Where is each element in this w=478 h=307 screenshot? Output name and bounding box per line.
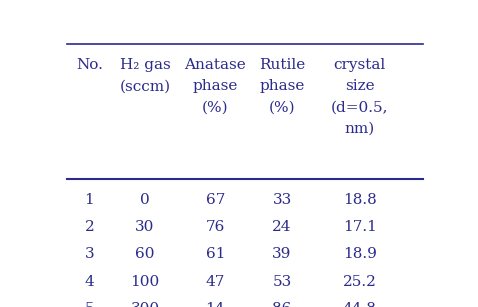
Text: crystal: crystal: [334, 58, 386, 72]
Text: 24: 24: [272, 220, 292, 234]
Text: 30: 30: [135, 220, 155, 234]
Text: (sccm): (sccm): [120, 80, 171, 94]
Text: 2: 2: [85, 220, 94, 234]
Text: 61: 61: [206, 247, 225, 261]
Text: 300: 300: [130, 302, 160, 307]
Text: Anatase: Anatase: [185, 58, 246, 72]
Text: 47: 47: [206, 274, 225, 289]
Text: (d=0.5,: (d=0.5,: [331, 101, 389, 115]
Text: 60: 60: [135, 247, 155, 261]
Text: 18.8: 18.8: [343, 193, 377, 207]
Text: 14: 14: [206, 302, 225, 307]
Text: size: size: [345, 80, 375, 94]
Text: No.: No.: [76, 58, 103, 72]
Text: 4: 4: [85, 274, 94, 289]
Text: 86: 86: [272, 302, 292, 307]
Text: phase: phase: [260, 80, 304, 94]
Text: 33: 33: [272, 193, 292, 207]
Text: (%): (%): [202, 101, 228, 115]
Text: 39: 39: [272, 247, 292, 261]
Text: H₂ gas: H₂ gas: [120, 58, 170, 72]
Text: 17.1: 17.1: [343, 220, 377, 234]
Text: 1: 1: [85, 193, 94, 207]
Text: 100: 100: [130, 274, 160, 289]
Text: Rutile: Rutile: [259, 58, 305, 72]
Text: (%): (%): [269, 101, 295, 115]
Text: 0: 0: [140, 193, 150, 207]
Text: phase: phase: [193, 80, 238, 94]
Text: 5: 5: [85, 302, 94, 307]
Text: 67: 67: [206, 193, 225, 207]
Text: 18.9: 18.9: [343, 247, 377, 261]
Text: 25.2: 25.2: [343, 274, 377, 289]
Text: nm): nm): [345, 122, 375, 136]
Text: 76: 76: [206, 220, 225, 234]
Text: 53: 53: [272, 274, 292, 289]
Text: 44.8: 44.8: [343, 302, 377, 307]
Text: 3: 3: [85, 247, 94, 261]
